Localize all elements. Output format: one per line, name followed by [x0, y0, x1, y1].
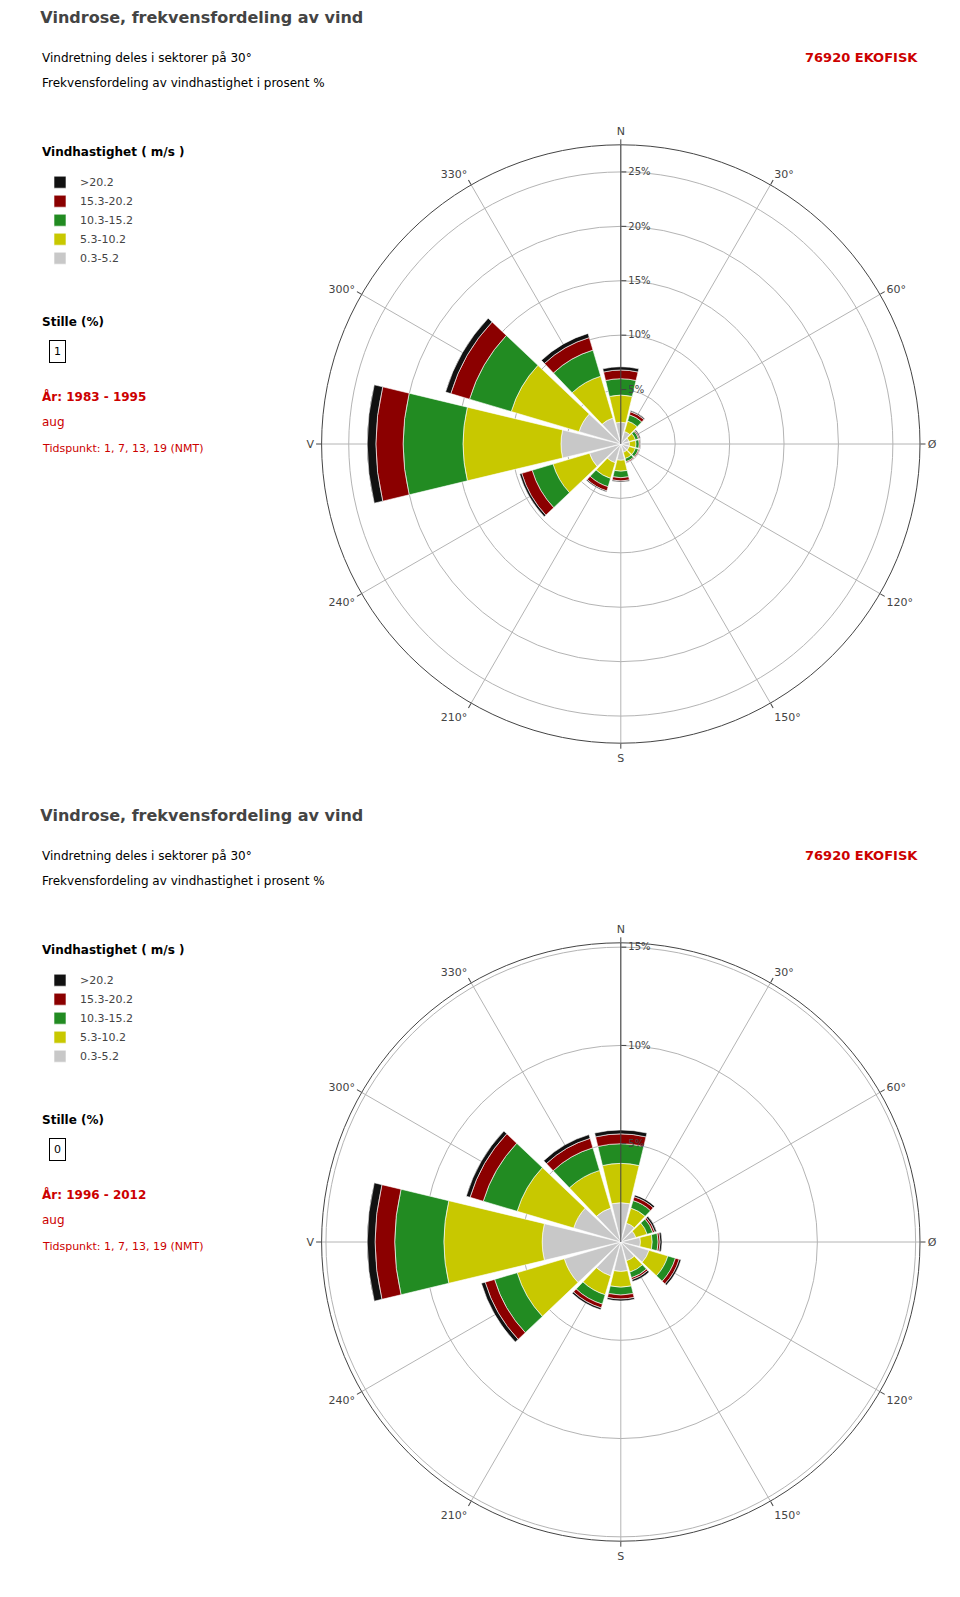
svg-text:150°: 150°	[774, 711, 801, 724]
svg-text:25%: 25%	[628, 166, 650, 177]
svg-text:Vindretning deles i sektorer p: Vindretning deles i sektorer på 30°	[42, 51, 252, 65]
svg-text:15%: 15%	[628, 275, 650, 286]
svg-text:15.3-20.2: 15.3-20.2	[80, 195, 133, 208]
svg-text:Vindretning deles i sektorer p: Vindretning deles i sektorer på 30°	[42, 849, 252, 863]
svg-text:15%: 15%	[628, 941, 650, 952]
svg-text:10.3-15.2: 10.3-15.2	[80, 1012, 133, 1025]
svg-text:Vindhastighet ( m/s ): Vindhastighet ( m/s )	[42, 145, 185, 159]
svg-text:5%: 5%	[628, 384, 644, 395]
svg-text:30°: 30°	[774, 168, 794, 181]
svg-text:Frekvensfordeling av vindhasti: Frekvensfordeling av vindhastighet i pro…	[42, 874, 325, 888]
svg-text:V: V	[306, 438, 314, 451]
svg-text:0: 0	[54, 1143, 61, 1156]
svg-text:10%: 10%	[628, 329, 650, 340]
svg-text:Tidspunkt: 1, 7, 13, 19 (NMT): Tidspunkt: 1, 7, 13, 19 (NMT)	[42, 442, 203, 455]
svg-text:>20.2: >20.2	[80, 176, 114, 189]
svg-text:5.3-10.2: 5.3-10.2	[80, 1031, 126, 1044]
svg-text:S: S	[617, 752, 624, 765]
svg-text:10%: 10%	[628, 1040, 650, 1051]
svg-text:210°: 210°	[441, 711, 468, 724]
svg-text:Vindrose, frekvensfordeling av: Vindrose, frekvensfordeling av vind	[40, 8, 363, 27]
svg-text:År: 1996 - 2012: År: 1996 - 2012	[42, 1187, 146, 1202]
svg-text:76920 EKOFISK: 76920 EKOFISK	[805, 50, 918, 65]
svg-text:120°: 120°	[887, 1394, 914, 1407]
svg-text:330°: 330°	[441, 168, 468, 181]
svg-text:76920 EKOFISK: 76920 EKOFISK	[805, 848, 918, 863]
svg-text:Frekvensfordeling av vindhasti: Frekvensfordeling av vindhastighet i pro…	[42, 76, 325, 90]
svg-text:Ø: Ø	[928, 1236, 937, 1249]
svg-text:Vindrose, frekvensfordeling av: Vindrose, frekvensfordeling av vind	[40, 806, 363, 825]
svg-text:>20.2: >20.2	[80, 974, 114, 987]
svg-text:1: 1	[54, 345, 61, 358]
svg-text:Stille (%): Stille (%)	[42, 315, 104, 329]
svg-text:Vindhastighet ( m/s ): Vindhastighet ( m/s )	[42, 943, 185, 957]
svg-text:10.3-15.2: 10.3-15.2	[80, 214, 133, 227]
svg-text:20%: 20%	[628, 221, 650, 232]
svg-text:240°: 240°	[329, 1394, 356, 1407]
svg-text:300°: 300°	[329, 1081, 356, 1094]
svg-text:År: 1983 - 1995: År: 1983 - 1995	[42, 389, 146, 404]
svg-text:Stille (%): Stille (%)	[42, 1113, 104, 1127]
svg-text:aug: aug	[42, 1213, 65, 1227]
svg-text:N: N	[617, 923, 625, 936]
svg-text:aug: aug	[42, 415, 65, 429]
svg-text:0.3-5.2: 0.3-5.2	[80, 252, 119, 265]
svg-text:15.3-20.2: 15.3-20.2	[80, 993, 133, 1006]
svg-text:300°: 300°	[329, 283, 356, 296]
svg-text:0.3-5.2: 0.3-5.2	[80, 1050, 119, 1063]
svg-text:5%: 5%	[628, 1138, 644, 1149]
svg-text:240°: 240°	[329, 596, 356, 609]
svg-text:Ø: Ø	[928, 438, 937, 451]
svg-text:30°: 30°	[774, 966, 794, 979]
svg-text:Tidspunkt: 1, 7, 13, 19 (NMT): Tidspunkt: 1, 7, 13, 19 (NMT)	[42, 1240, 203, 1253]
svg-text:210°: 210°	[441, 1509, 468, 1522]
svg-text:60°: 60°	[887, 283, 907, 296]
svg-text:S: S	[617, 1550, 624, 1563]
svg-text:N: N	[617, 125, 625, 138]
svg-text:150°: 150°	[774, 1509, 801, 1522]
svg-text:V: V	[306, 1236, 314, 1249]
svg-text:330°: 330°	[441, 966, 468, 979]
svg-text:120°: 120°	[887, 596, 914, 609]
svg-text:60°: 60°	[887, 1081, 907, 1094]
svg-text:5.3-10.2: 5.3-10.2	[80, 233, 126, 246]
